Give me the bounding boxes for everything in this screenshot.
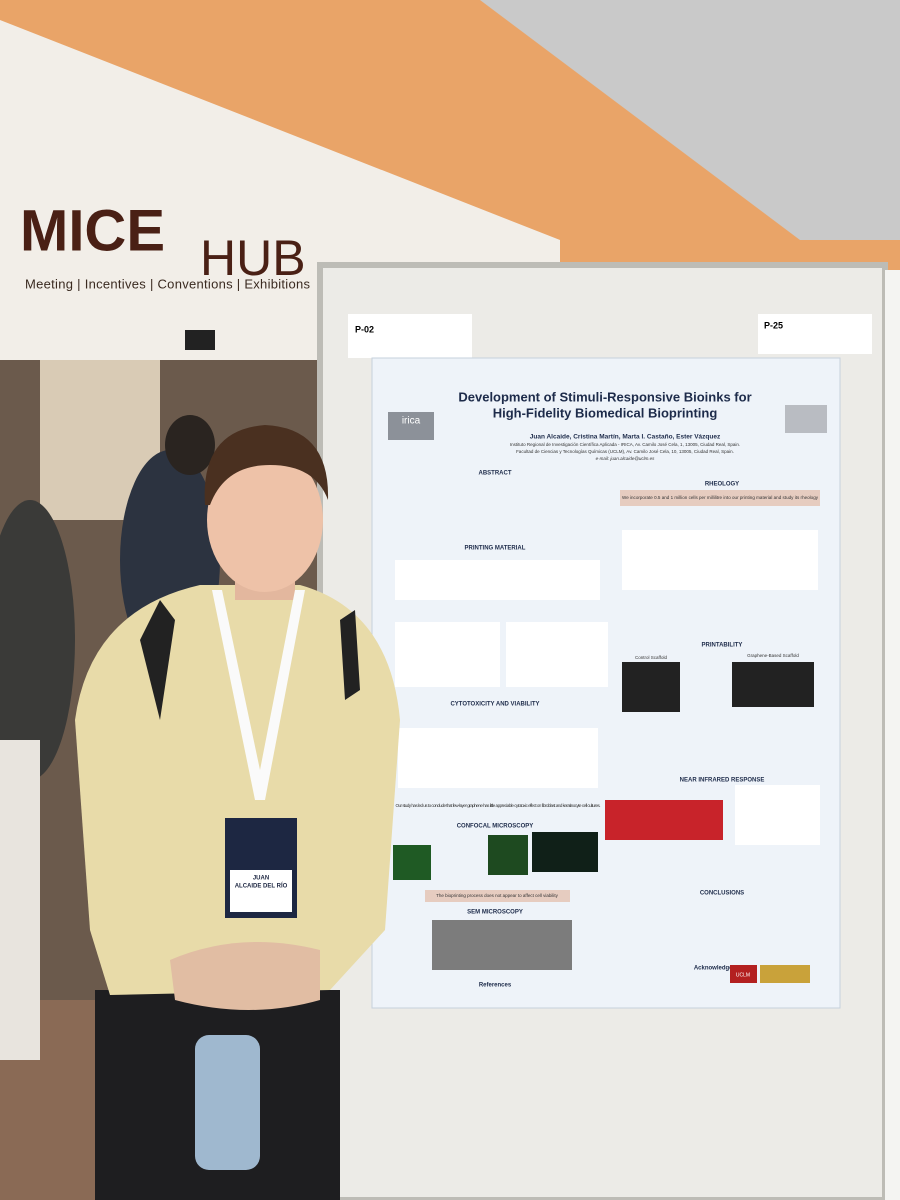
logo-box	[388, 412, 434, 440]
logo: UCLM	[736, 972, 750, 978]
figure	[395, 622, 500, 687]
ceiling-grille	[480, 0, 900, 240]
figure	[398, 728, 598, 788]
caption: Control Scaffold	[635, 655, 667, 660]
section-heading: RHEOLOGY	[705, 482, 739, 488]
affiliation: Facultad de Ciencias y Tecnologías Quími…	[516, 449, 734, 454]
crossed-arms	[170, 942, 320, 1010]
sign-tagline: Meeting | Incentives | Conventions | Exh…	[25, 276, 311, 291]
note: The bioprinting process does not appear …	[436, 893, 558, 898]
board-label	[348, 314, 472, 358]
board-label-text: P-25	[764, 320, 783, 330]
note: Our study has led us to conclude that fe…	[396, 803, 601, 808]
micrograph	[532, 832, 598, 872]
logo-box	[730, 965, 757, 983]
figure	[735, 785, 820, 845]
backpack-strap	[140, 600, 360, 720]
hair	[204, 425, 329, 505]
affiliation: Instituto Regional de Investigación Cien…	[510, 442, 740, 447]
section-heading: References	[479, 983, 512, 989]
logo: irica	[402, 416, 421, 427]
badge-name: JUAN	[253, 876, 269, 882]
section-heading: SEM MICROSCOPY	[467, 910, 523, 916]
note-band	[620, 490, 820, 506]
caption: Graphene-Based Scaffold	[747, 653, 799, 658]
face	[207, 448, 323, 592]
figure	[506, 622, 608, 687]
lanyard	[212, 590, 305, 800]
section-heading: Acknowledgements	[694, 966, 751, 972]
next-board	[885, 270, 900, 1200]
scaffold-photo	[622, 662, 680, 712]
poster-title: Development of Stimuli-Responsive Bioink…	[458, 389, 751, 404]
micrograph	[393, 845, 431, 880]
email: e-mail: juan.alcaide@uclm.es	[596, 456, 656, 461]
visitor-coat	[0, 740, 40, 1060]
logo-box	[760, 965, 810, 983]
section-heading: ABSTRACT	[479, 471, 512, 477]
logo-box	[785, 405, 827, 433]
board-label-text: P-02	[355, 324, 374, 334]
section-heading: NEAR INFRARED RESPONSE	[680, 778, 765, 784]
badge-card	[230, 870, 292, 912]
scaffold-photo	[732, 662, 814, 707]
sem-image	[432, 920, 572, 970]
badge-name: ALCAIDE DEL RÍO	[235, 882, 288, 890]
board-label	[758, 314, 872, 354]
section-heading: PRINTING MATERIAL	[465, 546, 526, 552]
thermal-image	[605, 800, 723, 840]
note: We incorporate 0.5 and 1 million cells p…	[622, 495, 819, 500]
lamp	[185, 330, 215, 350]
section-heading: CYTOTOXICITY AND VIABILITY	[450, 702, 539, 708]
sign-brand: HUB	[200, 230, 306, 286]
sign-brand: MICE	[20, 198, 165, 263]
figure	[622, 530, 818, 590]
authors: Juan Alcaide, Cristina Martín, Marta I. …	[530, 434, 721, 441]
section-heading: CONCLUSIONS	[700, 891, 744, 897]
poster-title: High-Fidelity Biomedical Bioprinting	[493, 405, 718, 420]
section-heading: PRINTABILITY	[702, 643, 743, 649]
visitor	[0, 500, 75, 780]
note-band	[425, 890, 570, 902]
section-heading: CONFOCAL MICROSCOPY	[457, 824, 534, 830]
water-bottle	[195, 1035, 260, 1170]
micrograph	[488, 835, 528, 875]
visitor-head	[165, 415, 215, 475]
figure	[395, 560, 600, 600]
